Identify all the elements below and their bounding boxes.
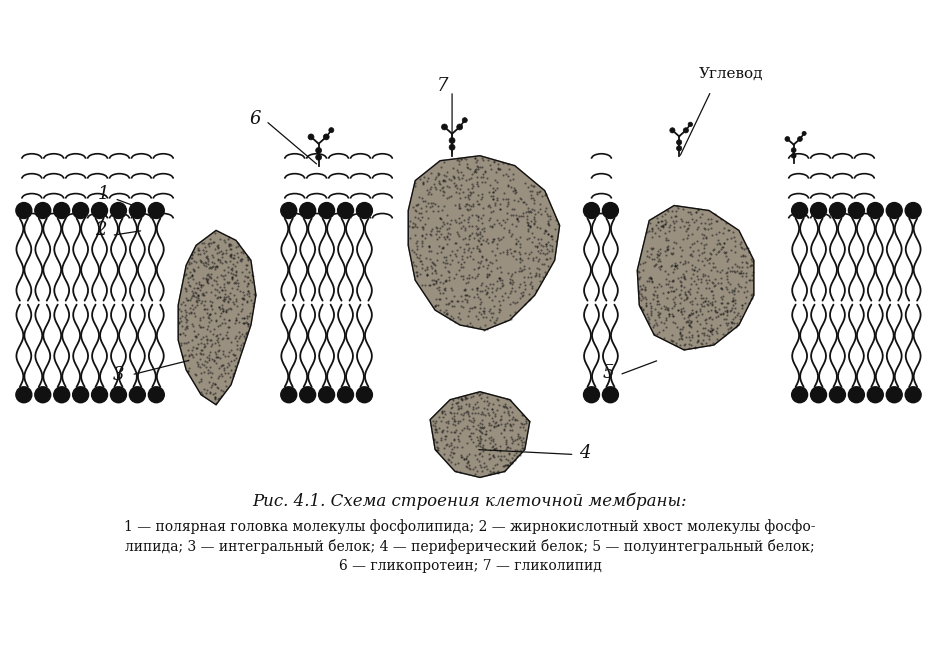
Circle shape [688,122,693,126]
Circle shape [316,147,321,153]
Circle shape [323,134,329,140]
Circle shape [308,134,314,140]
Circle shape [111,203,127,219]
Circle shape [457,124,462,130]
Circle shape [683,128,688,133]
Circle shape [91,387,107,403]
Circle shape [670,128,675,133]
Circle shape [130,387,146,403]
Text: Углевод: Углевод [699,67,763,81]
Circle shape [797,136,803,141]
Circle shape [35,203,51,219]
Text: 4: 4 [580,444,591,462]
Circle shape [584,203,600,219]
Circle shape [868,203,884,219]
Circle shape [886,203,902,219]
Circle shape [810,387,826,403]
Text: 5: 5 [603,364,615,382]
Circle shape [677,140,682,145]
Circle shape [449,138,455,143]
Circle shape [849,387,865,403]
Circle shape [337,203,353,219]
Text: 6: 6 [249,110,261,128]
Circle shape [802,131,807,136]
Circle shape [791,387,807,403]
Text: липида; 3 — интегральный белок; 4 — периферический белок; 5 — полуинтегральный б: липида; 3 — интегральный белок; 4 — пери… [125,539,815,554]
Circle shape [356,203,372,219]
Circle shape [130,203,146,219]
Circle shape [849,203,865,219]
Text: 3: 3 [113,366,124,384]
Text: 1: 1 [98,185,109,203]
Circle shape [584,387,600,403]
Circle shape [54,387,70,403]
Circle shape [829,387,845,403]
Text: 6 — гликопротеин; 7 — гликолипид: 6 — гликопротеин; 7 — гликолипид [338,559,602,573]
Circle shape [54,203,70,219]
Circle shape [72,387,88,403]
Circle shape [329,128,334,132]
Circle shape [791,153,796,158]
Circle shape [356,387,372,403]
Polygon shape [179,230,256,405]
Text: 1 — полярная головка молекулы фосфолипида; 2 — жирнокислотный хвост молекулы фос: 1 — полярная головка молекулы фосфолипид… [124,518,816,534]
Circle shape [111,387,127,403]
Circle shape [319,203,335,219]
Circle shape [677,146,682,151]
Circle shape [868,387,884,403]
Circle shape [281,387,297,403]
Circle shape [442,124,447,130]
Circle shape [785,136,790,141]
Circle shape [316,155,321,160]
Circle shape [149,387,164,403]
Circle shape [603,387,619,403]
Circle shape [810,203,826,219]
Circle shape [16,203,32,219]
Circle shape [300,387,316,403]
Polygon shape [637,205,754,350]
Text: Рис. 4.1. Схема строения клеточной мембраны:: Рис. 4.1. Схема строения клеточной мембр… [253,492,687,510]
Circle shape [829,203,845,219]
Text: 7: 7 [436,77,448,95]
Circle shape [905,387,921,403]
Circle shape [462,118,467,122]
Circle shape [149,203,164,219]
Circle shape [281,203,297,219]
Circle shape [35,387,51,403]
Circle shape [449,145,455,151]
Circle shape [337,387,353,403]
Circle shape [886,387,902,403]
Polygon shape [431,392,530,478]
Circle shape [300,203,316,219]
Circle shape [791,148,796,153]
Circle shape [16,387,32,403]
Circle shape [319,387,335,403]
Circle shape [72,203,88,219]
Circle shape [905,203,921,219]
Circle shape [91,203,107,219]
Circle shape [791,203,807,219]
Polygon shape [408,156,559,330]
Text: 2: 2 [95,221,106,240]
Circle shape [603,203,619,219]
